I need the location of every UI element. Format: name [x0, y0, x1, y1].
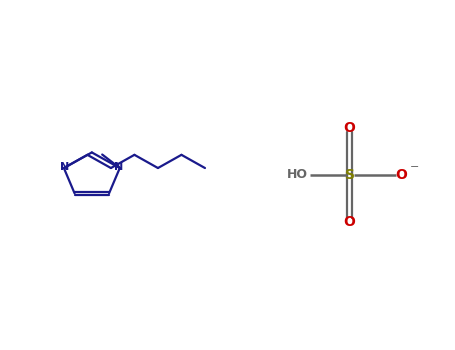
Text: −: −: [410, 162, 419, 172]
Text: HO: HO: [287, 168, 308, 182]
Text: N: N: [60, 162, 70, 172]
Text: S: S: [344, 168, 354, 182]
Text: O: O: [344, 121, 355, 135]
Text: O: O: [396, 168, 408, 182]
Text: O: O: [344, 215, 355, 229]
Text: N: N: [114, 162, 123, 172]
